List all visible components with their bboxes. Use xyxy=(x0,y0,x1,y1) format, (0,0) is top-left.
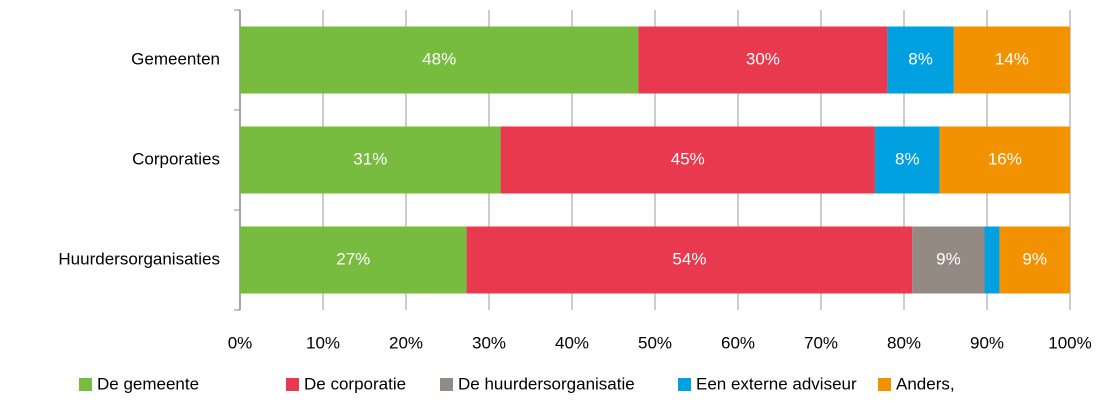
bar-segment xyxy=(912,226,985,294)
x-tick-label: 90% xyxy=(970,333,1004,352)
x-tick-label: 50% xyxy=(638,333,672,352)
legend-swatch xyxy=(878,378,891,391)
legend-label: De huurdersorganisatie xyxy=(458,374,635,393)
y-tick-label: Corporaties xyxy=(132,149,220,168)
bar-segment xyxy=(874,126,940,194)
legend-swatch xyxy=(79,378,92,391)
data-label: 16% xyxy=(988,149,1022,168)
bar-segment xyxy=(240,26,639,94)
y-tick-label: Huurdersorganisaties xyxy=(58,249,220,268)
x-tick-label: 30% xyxy=(472,333,506,352)
bar-segment xyxy=(953,26,1070,94)
data-label: 9% xyxy=(936,249,961,268)
data-label: 30% xyxy=(746,49,780,68)
bar-segment xyxy=(240,126,501,194)
bar-segment xyxy=(638,26,888,94)
data-label: 27% xyxy=(336,249,370,268)
x-tick-label: 10% xyxy=(306,333,340,352)
data-label: 8% xyxy=(908,49,933,68)
x-tick-label: 60% xyxy=(721,333,755,352)
data-label: 9% xyxy=(1022,249,1047,268)
bar-segment xyxy=(240,226,467,294)
data-label: 48% xyxy=(422,49,456,68)
x-tick-label: 100% xyxy=(1048,333,1091,352)
legend-label: Een externe adviseur xyxy=(696,374,857,393)
data-label: 31% xyxy=(353,149,387,168)
bar-segment xyxy=(999,226,1070,294)
legend-swatch xyxy=(678,378,691,391)
legend-swatch xyxy=(286,378,299,391)
legend-label: De corporatie xyxy=(304,374,406,393)
data-label: 14% xyxy=(995,49,1029,68)
data-label: 45% xyxy=(671,149,705,168)
bar-segment xyxy=(466,226,913,294)
x-tick-label: 40% xyxy=(555,333,589,352)
bar-segment xyxy=(500,126,875,194)
bar-segment xyxy=(984,226,1000,294)
bar-segment xyxy=(887,26,954,94)
legend-swatch xyxy=(440,378,453,391)
data-label: 8% xyxy=(895,149,920,168)
x-tick-label: 0% xyxy=(228,333,253,352)
legend-label: De gemeente xyxy=(97,374,199,393)
y-tick-label: Gemeenten xyxy=(131,49,220,68)
data-label: 54% xyxy=(672,249,706,268)
x-tick-label: 20% xyxy=(389,333,423,352)
bar-segment xyxy=(939,126,1070,194)
legend-label: Anders, xyxy=(896,374,955,393)
x-tick-label: 80% xyxy=(887,333,921,352)
x-tick-label: 70% xyxy=(804,333,838,352)
